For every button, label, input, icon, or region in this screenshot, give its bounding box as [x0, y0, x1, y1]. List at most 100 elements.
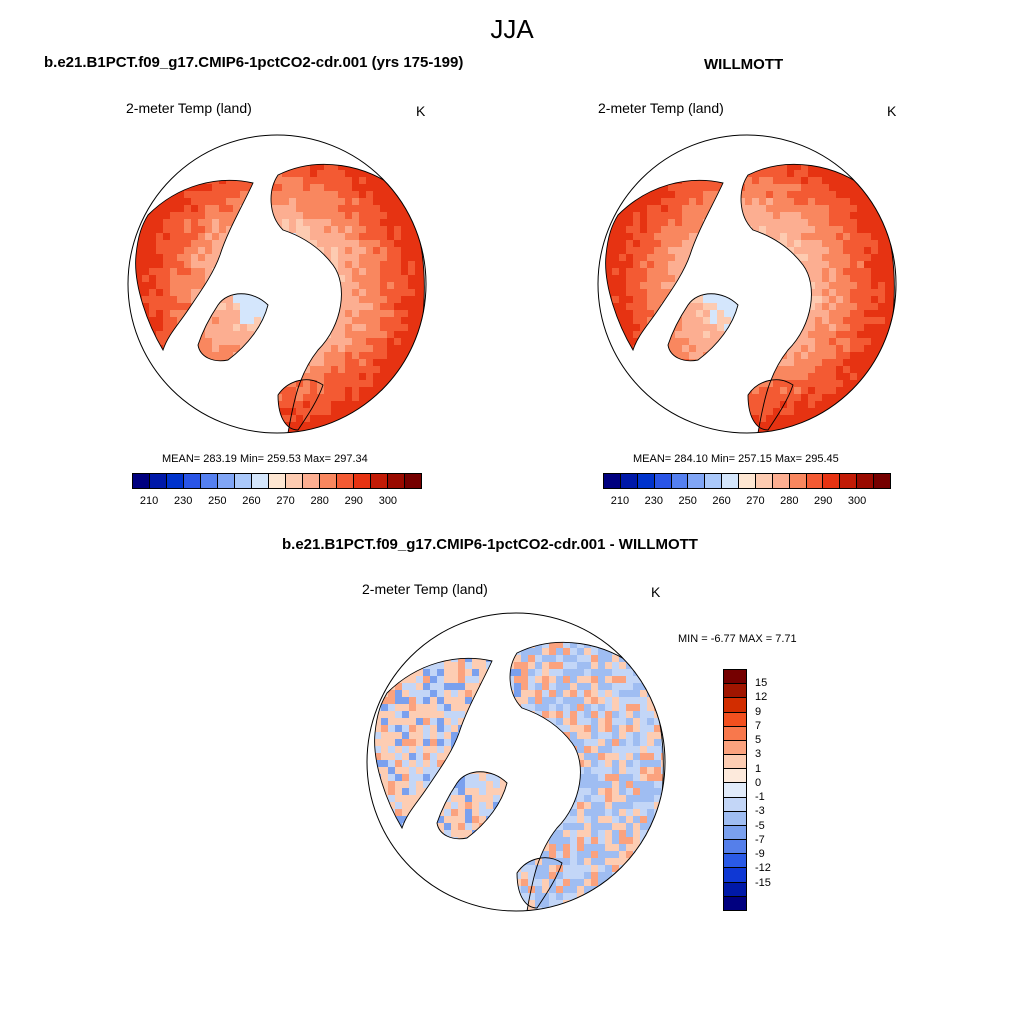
colorbar-swatch	[823, 474, 841, 488]
colorbar-tick-label: 5	[755, 734, 762, 747]
colorbar-swatch	[724, 726, 746, 741]
panel-model-title: b.e21.B1PCT.f09_g17.CMIP6-1pctCO2-cdr.00…	[44, 54, 464, 71]
colorbar-tick-label: 12	[755, 691, 768, 704]
colorbar-tick-label: -5	[755, 819, 765, 832]
colorbar-swatch	[724, 854, 746, 869]
colorbar-tick-label: 280	[780, 495, 799, 507]
colorbar-swatch	[252, 474, 269, 488]
colorbar-swatch	[405, 474, 421, 488]
colorbar-swatch	[724, 811, 746, 826]
colorbar-diff-ticks: 15 12 9 7 5 3 1 0 -1 -3 -5 -7 -9 -12 -15	[755, 669, 795, 911]
colorbar-tick-label: 280	[310, 495, 329, 507]
panel-model-variable: 2-meter Temp (land)	[126, 100, 252, 116]
colorbar-tick-label: -9	[755, 848, 765, 861]
colorbar-swatch	[671, 474, 689, 488]
colorbar-swatch	[184, 474, 201, 488]
colorbar-swatch	[724, 670, 746, 685]
colorbar-swatch	[724, 783, 746, 798]
colorbar-swatch	[150, 474, 167, 488]
colorbar-swatch	[269, 474, 286, 488]
colorbar-diff	[723, 669, 747, 911]
colorbar-swatch	[218, 474, 235, 488]
colorbar-swatch	[724, 755, 746, 770]
colorbar-swatch	[337, 474, 354, 488]
polar-map-diff	[366, 612, 666, 912]
colorbar-tick-label: 300	[378, 495, 398, 507]
colorbar-swatch	[724, 684, 746, 699]
colorbar-swatch	[806, 474, 824, 488]
colorbar-swatch	[637, 474, 655, 488]
colorbar-swatch	[724, 896, 746, 910]
colorbar-swatch	[320, 474, 337, 488]
colorbar-tick-label: 260	[242, 495, 261, 507]
colorbar-swatch	[724, 740, 746, 756]
colorbar-tick-label: 290	[814, 495, 833, 507]
colorbar-model	[132, 473, 422, 489]
panel-model-units: K	[416, 103, 426, 119]
panel-obs-stats: MEAN= 284.10 Min= 257.15 Max= 295.45	[633, 453, 839, 465]
colorbar-swatch	[604, 474, 621, 488]
colorbar-swatch	[167, 474, 184, 488]
colorbar-tick-label: 230	[644, 495, 663, 507]
colorbar-tick-label: 300	[847, 495, 867, 507]
colorbar-swatch	[722, 474, 739, 488]
colorbar-swatch	[874, 474, 890, 488]
panel-obs-variable: 2-meter Temp (land)	[598, 100, 724, 116]
colorbar-swatch	[620, 474, 638, 488]
colorbar-tick-label: 230	[173, 495, 193, 507]
colorbar-swatch	[739, 474, 756, 488]
colorbar-swatch	[789, 474, 807, 488]
panel-diff-variable: 2-meter Temp (land)	[362, 581, 488, 597]
colorbar-swatch	[724, 797, 746, 812]
colorbar-tick-label: 9	[755, 705, 762, 718]
colorbar-tick-label: 260	[712, 495, 731, 507]
colorbar-tick-label: -12	[755, 862, 771, 875]
colorbar-tick-label: -1	[755, 791, 765, 804]
colorbar-swatch	[201, 474, 218, 488]
colorbar-swatch	[724, 769, 746, 784]
colorbar-tick-label: 7	[755, 719, 762, 732]
colorbar-swatch	[705, 474, 723, 488]
polar-map-obs	[597, 134, 897, 434]
colorbar-swatch	[857, 474, 874, 488]
colorbar-tick-label: 270	[276, 495, 295, 507]
colorbar-swatch	[354, 474, 371, 488]
colorbar-swatch	[724, 825, 746, 841]
colorbar-obs	[603, 473, 891, 489]
panel-model-stats: MEAN= 283.19 Min= 259.53 Max= 297.34	[162, 453, 368, 465]
colorbar-model-ticks: 210 230 250 260 270 280 290 300	[132, 495, 422, 509]
colorbar-swatch	[724, 712, 746, 727]
colorbar-swatch	[724, 840, 746, 855]
colorbar-swatch	[688, 474, 706, 488]
colorbar-swatch	[286, 474, 303, 488]
panel-diff-units: K	[651, 584, 661, 600]
colorbar-tick-label: 250	[208, 495, 227, 507]
panel-diff-stats: MIN = -6.77 MAX = 7.71	[678, 633, 797, 645]
colorbar-swatch	[388, 474, 405, 488]
colorbar-swatch	[724, 698, 746, 713]
colorbar-swatch	[371, 474, 388, 488]
colorbar-tick-label: 270	[746, 495, 765, 507]
colorbar-tick-label: 290	[344, 495, 363, 507]
colorbar-swatch	[724, 868, 746, 883]
colorbar-obs-ticks: 210 230 250 260 270 280 290 300	[603, 495, 891, 509]
colorbar-swatch	[724, 882, 746, 897]
colorbar-tick-label: -7	[755, 833, 765, 846]
colorbar-swatch	[133, 474, 150, 488]
colorbar-tick-label: 3	[755, 748, 762, 761]
figure-title: JJA	[490, 14, 534, 44]
colorbar-tick-label: 250	[678, 495, 697, 507]
colorbar-tick-label: 1	[755, 762, 762, 775]
colorbar-tick-label: 15	[755, 677, 768, 690]
colorbar-swatch	[840, 474, 858, 488]
colorbar-swatch	[235, 474, 252, 488]
panel-obs-title: WILLMOTT	[704, 56, 784, 73]
polar-map-model	[127, 134, 427, 434]
colorbar-swatch	[755, 474, 773, 488]
panel-obs-units: K	[887, 103, 897, 119]
colorbar-swatch	[654, 474, 672, 488]
colorbar-tick-label: -15	[755, 876, 771, 889]
colorbar-swatch	[772, 474, 790, 488]
panel-diff-title: b.e21.B1PCT.f09_g17.CMIP6-1pctCO2-cdr.00…	[282, 536, 698, 553]
colorbar-tick-label: 210	[610, 495, 630, 507]
